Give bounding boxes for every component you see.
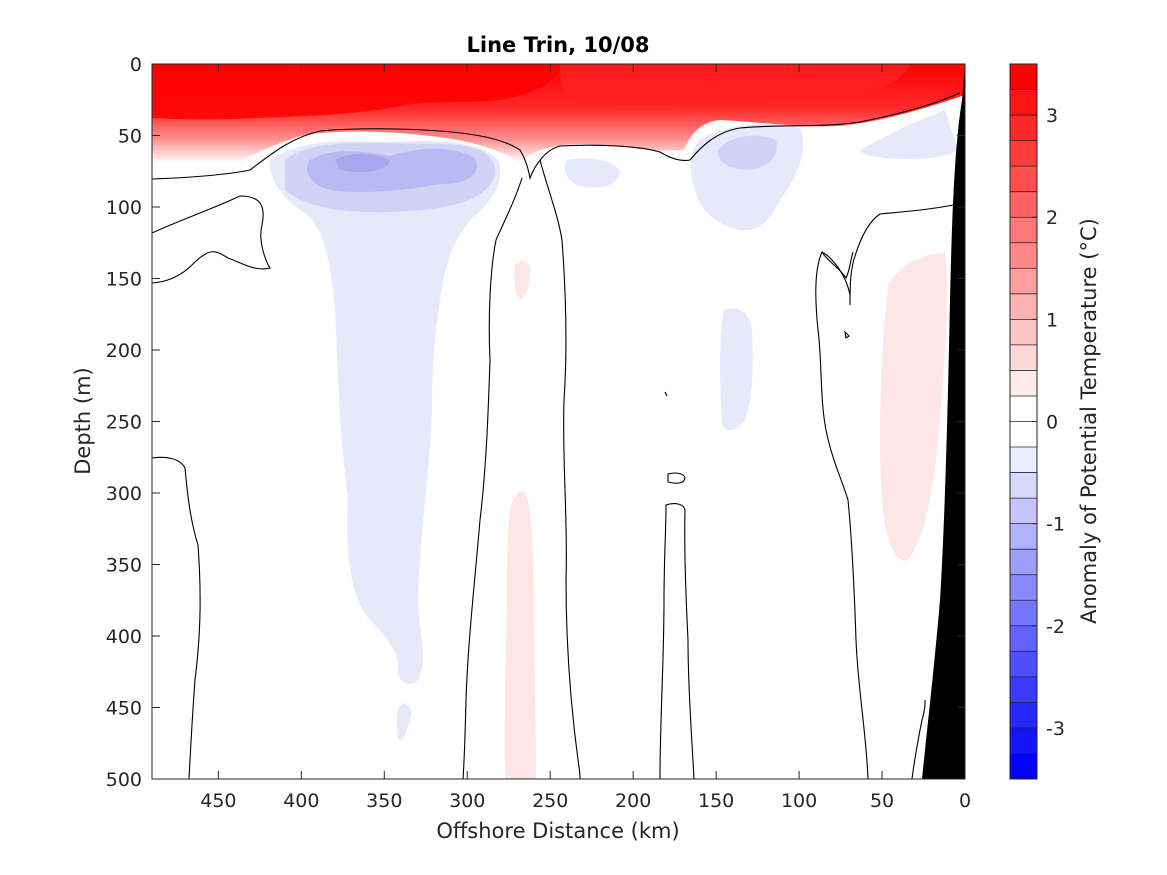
zero-contour-east-upper [821, 251, 854, 280]
colorbar-level [1010, 574, 1037, 601]
cold-mid-fill [564, 158, 620, 188]
colorbar-level [1010, 166, 1037, 192]
colorbar-level [1010, 293, 1037, 320]
zero-contour-bottom-east [911, 699, 926, 779]
chart-title: Line Trin, 10/08 [466, 33, 649, 57]
cold-shelf-fill [860, 110, 958, 160]
y-tick-label: 500 [106, 769, 142, 791]
colorbar-tick-label: 0 [1046, 412, 1058, 434]
y-tick-label: 50 [118, 126, 142, 148]
x-tick-label: 200 [615, 790, 651, 812]
zero-contours [152, 92, 961, 779]
zero-contour-center-bubble [667, 472, 686, 484]
colorbar-level [1010, 370, 1037, 396]
y-tick-label: 0 [130, 54, 142, 76]
y-axis: 0 50 100 150 200 250 300 350 400 450 500 [106, 54, 965, 791]
colorbar-tick-label: -2 [1046, 616, 1065, 638]
zero-contour-shelf [849, 203, 959, 306]
colorbar-level [1010, 319, 1037, 345]
colorbar-level [1010, 395, 1037, 422]
y-tick-label: 300 [106, 483, 142, 505]
x-tick-label: 150 [698, 790, 734, 812]
colorbar-level [1010, 242, 1037, 269]
cold-plume-fill [269, 141, 501, 684]
zero-contour-mixed-layer [152, 92, 961, 180]
x-axis: 450 400 350 300 250 200 150 100 50 0 [200, 64, 971, 812]
cold-deep-fill [720, 308, 753, 431]
colorbar-level [1010, 217, 1037, 243]
x-tick-label: 0 [959, 790, 971, 812]
colorbar-tick-label: 1 [1046, 309, 1058, 331]
zero-contour-center-dot [664, 391, 668, 397]
colorbar-level [1010, 140, 1037, 167]
colorbar-level [1010, 600, 1037, 626]
colorbar-level [1010, 447, 1037, 473]
cold-plume-tail-fill [396, 703, 412, 741]
y-tick-label: 400 [106, 626, 142, 648]
x-tick-label: 250 [532, 790, 568, 812]
zero-contour-west-deep [152, 456, 201, 779]
warm-patch-slope-fill [880, 252, 947, 561]
x-tick-label: 300 [449, 790, 485, 812]
colorbar-level [1010, 498, 1037, 524]
x-tick-label: 100 [781, 790, 817, 812]
bathymetry [922, 64, 965, 779]
colorbar-level [1010, 549, 1037, 575]
warm-surface-core-fill [152, 64, 560, 120]
x-tick-label: 50 [870, 790, 894, 812]
colorbar-level [1010, 651, 1037, 677]
colorbar-level [1010, 64, 1037, 90]
x-tick-label: 350 [366, 790, 402, 812]
y-tick-label: 100 [106, 197, 142, 219]
y-tick-label: 350 [106, 555, 142, 577]
y-axis-title: Depth (m) [71, 367, 95, 474]
colorbar-level [1010, 625, 1037, 652]
warm-patch-deep-fill [504, 491, 536, 779]
colorbar-level [1010, 702, 1037, 728]
colorbar-tick-label: 3 [1046, 105, 1058, 127]
y-tick-label: 200 [106, 340, 142, 362]
colorbar-level [1010, 472, 1037, 499]
cold-core-max-fill [335, 154, 390, 172]
colorbar-level [1010, 421, 1037, 448]
colorbar-level [1010, 753, 1037, 779]
colorbar-level [1010, 89, 1037, 116]
colorbar-tick-label: -3 [1046, 718, 1065, 740]
zero-contour-east [815, 251, 869, 779]
colorbar-level [1010, 115, 1037, 141]
colorbar-tick-label: -1 [1046, 514, 1065, 536]
zero-contour-west-lens [152, 195, 271, 284]
warm-patch-small-fill [514, 260, 531, 300]
colorbar-level [1010, 727, 1037, 754]
warm-surface-east-fill [560, 64, 910, 106]
zero-contour-central-east [539, 159, 581, 779]
colorbar-level [1010, 523, 1037, 550]
y-tick-label: 250 [106, 412, 142, 434]
y-tick-label: 150 [106, 269, 142, 291]
zero-contour-center-lobe [659, 503, 695, 779]
x-tick-label: 450 [200, 790, 236, 812]
colorbar-title: Anomaly of Potential Temperature (°C) [1077, 218, 1101, 624]
y-tick-label: 450 [106, 698, 142, 720]
cold-east-core-fill [717, 135, 777, 170]
colorbar-level [1010, 676, 1037, 703]
colorbar-level [1010, 191, 1037, 218]
colorbar-level [1010, 344, 1037, 371]
colorbar-level [1010, 268, 1037, 294]
plot-area [152, 64, 965, 779]
colorbar-tick-label: 2 [1046, 207, 1058, 229]
zero-contour-east-dot [844, 330, 850, 339]
x-tick-label: 400 [283, 790, 319, 812]
colorbar: 3 2 1 0 -1 -2 -3 [1009, 63, 1065, 780]
x-axis-title: Offshore Distance (km) [436, 819, 679, 843]
zero-contour-central-west [462, 177, 523, 779]
